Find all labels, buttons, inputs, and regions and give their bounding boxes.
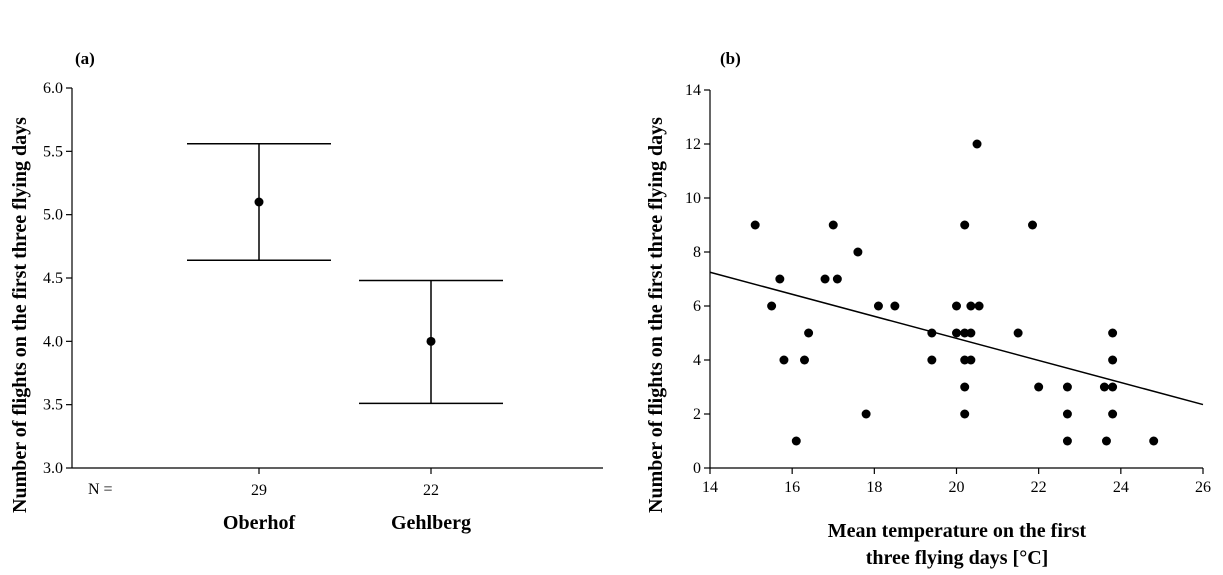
- panel-a: 3.0 3.5 4.0 4.5 5.0 5.5 6.0 29 Oberhof 22 Gehlberg: [43, 80, 603, 534]
- panel-b-scatter-point: [890, 301, 900, 311]
- panel-a-label: (a): [75, 49, 95, 68]
- panel-b-y-tick-label: 14: [685, 82, 701, 99]
- panel-b-scatter-point: [960, 220, 970, 230]
- panel-b-scatter-point: [927, 355, 937, 365]
- panel-b-y-tick-label: 2: [693, 406, 701, 423]
- panel-b-trend-line: [709, 271, 1204, 406]
- panel-b-x-tick-label: 22: [1031, 479, 1047, 496]
- panel-b-scatter-point: [873, 301, 883, 311]
- panel-b-y-tick-label: 8: [693, 244, 701, 261]
- panel-b-scatter-point: [952, 301, 961, 311]
- panel-a-y-tick-label: 3.5: [43, 397, 63, 414]
- panel-b-scatter-point: [966, 301, 976, 311]
- panel-a-y-tick-label: 5.0: [43, 207, 63, 224]
- panel-b-scatter-point: [1034, 382, 1044, 392]
- panel-b-scatter-point: [1108, 328, 1118, 338]
- panel-b-scatter-point: [1013, 328, 1023, 338]
- panel-b-scatter-point: [1149, 436, 1159, 446]
- panel-b-y-tick-label: 6: [693, 298, 701, 315]
- panel-b-x-tick-label: 24: [1113, 479, 1129, 496]
- panel-a-category-label: Oberhof: [223, 512, 296, 534]
- panel-b-x-tick-label: 14: [702, 479, 718, 496]
- panel-b-scatter-point: [804, 328, 814, 338]
- panel-b-scatter-point: [927, 328, 937, 338]
- panel-a-n-value: 29: [251, 482, 267, 499]
- panel-a-y-tick-label: 5.5: [43, 143, 63, 160]
- panel-b-scatter-point: [966, 355, 976, 365]
- panel-a-y-tick-label: 4.0: [43, 333, 63, 350]
- panel-b-scatter-point: [1108, 355, 1118, 365]
- panel-b-scatter-point: [960, 328, 970, 338]
- panel-b-scatter-point: [820, 274, 830, 284]
- panel-b-y-tick-label: 12: [685, 136, 701, 153]
- panel-b-scatter-point: [1028, 220, 1038, 230]
- panel-a-category-label: Gehlberg: [391, 512, 471, 534]
- panel-b-scatter-point: [767, 301, 777, 311]
- panel-b-scatter-point: [861, 409, 871, 419]
- panel-b-scatter-point: [960, 409, 970, 419]
- panel-a-y-tick-label: 6.0: [43, 80, 63, 97]
- panel-a-ylabel: Number of flights on the first three fly…: [9, 117, 31, 513]
- panel-b-scatter-point: [828, 220, 838, 230]
- panel-b-x-tick-label: 20: [949, 479, 965, 496]
- panel-a-y-tick-label: 3.0: [43, 460, 63, 477]
- panel-b-scatter-point: [952, 328, 961, 338]
- panel-a-n-value: 22: [423, 482, 439, 499]
- panel-b-y-tick-label: 0: [693, 460, 701, 477]
- panel-b-scatter-point: [960, 355, 970, 365]
- panel-b-scatter-point: [972, 139, 982, 149]
- panel-b-y-tick-label: 4: [693, 352, 701, 369]
- panel-a-mean-point: [254, 197, 264, 207]
- panel-b-scatter-point: [853, 247, 863, 257]
- panel-b-scatter-point: [791, 436, 801, 446]
- panel-b-scatter-point: [779, 355, 789, 365]
- panel-b-y-tick-label: 10: [685, 190, 701, 207]
- panel-b-xlabel-line1: Mean temperature on the first: [828, 520, 1087, 542]
- panel-b-x-tick-label: 18: [866, 479, 882, 496]
- panel-b-scatter-point: [966, 328, 976, 338]
- panel-b-x-tick-label: 26: [1195, 479, 1211, 496]
- panel-a-y-tick-label: 4.5: [43, 270, 63, 287]
- panel-b-scatter-point: [832, 274, 842, 284]
- panel-b-scatter-point: [960, 382, 970, 392]
- panel-b-scatter-point: [1099, 382, 1109, 392]
- panel-b-x-tick-label: 16: [784, 479, 800, 496]
- panel-b-xlabel-line2: three flying days [°C]: [866, 547, 1049, 569]
- panel-b-scatter-point: [1062, 436, 1072, 446]
- panel-b-scatter-point: [1062, 382, 1072, 392]
- panel-b-ylabel: Number of flights on the first three fly…: [645, 117, 667, 513]
- panel-b-scatter-point: [799, 355, 809, 365]
- panel-b-scatter-point: [1108, 382, 1118, 392]
- panel-b-scatter-point: [775, 274, 785, 284]
- panel-b-scatter-point: [974, 301, 984, 311]
- panel-b-scatter-point: [1108, 409, 1118, 419]
- panel-b-scatter-point: [750, 220, 760, 230]
- panel-b-scatter-point: [1101, 436, 1111, 446]
- panel-b-scatter-point: [1062, 409, 1072, 419]
- panel-a-n-prefix: N =: [88, 481, 113, 498]
- panel-b-label: (b): [720, 49, 741, 68]
- panel-a-mean-point: [426, 336, 436, 346]
